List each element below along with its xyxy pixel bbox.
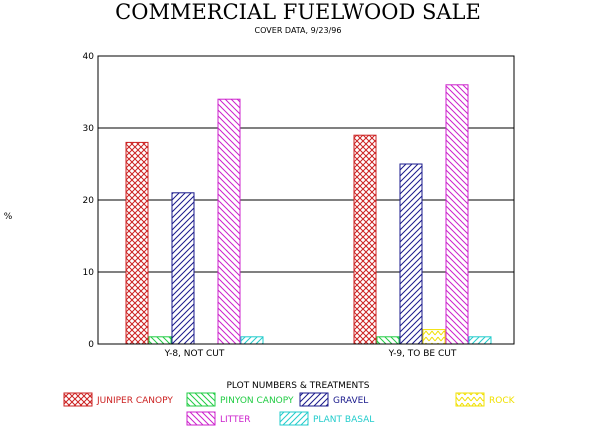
bar-juniper-canopy-2: [353, 134, 377, 345]
legend-swatch: [63, 392, 93, 407]
legend-swatch: [186, 411, 216, 426]
bar-rock-2: [422, 329, 446, 345]
legend-swatch: [455, 392, 485, 407]
legend-title: PLOT NUMBERS & TREATMENTS: [226, 381, 369, 391]
bar-pinyon-canopy-1: [148, 336, 172, 345]
legend-swatch: [299, 392, 329, 407]
legend-label: GRAVEL: [333, 396, 368, 406]
legend-label: ROCK: [489, 396, 516, 406]
legend-label: JUNIPER CANOPY: [96, 396, 173, 406]
bar-pinyon-canopy-2: [376, 336, 400, 345]
y-axis-label: %: [4, 212, 13, 222]
plot-frame: [97, 55, 515, 345]
y-tick-label: 40: [83, 52, 95, 62]
legend-swatch: [279, 411, 309, 426]
y-tick-label: 0: [88, 340, 94, 350]
y-tick-label: 20: [83, 196, 95, 206]
legend-label: PLANT BASAL: [313, 415, 374, 425]
legend-label: LITTER: [220, 415, 250, 425]
legend-label: PINYON CANOPY: [220, 396, 294, 406]
bar-litter-2: [445, 84, 469, 345]
y-tick-label: 30: [83, 124, 95, 134]
bar-litter-1: [217, 98, 241, 345]
category-label: Y-8, NOT CUT: [164, 349, 225, 359]
bar-juniper-canopy-1: [125, 141, 149, 345]
legend-swatch: [186, 392, 216, 407]
bar-plant-basal-1: [240, 336, 264, 345]
category-label: Y-9, TO BE CUT: [388, 349, 457, 359]
bar-plant-basal-2: [468, 336, 492, 345]
chart-subtitle: COVER DATA, 9/23/96: [255, 26, 342, 35]
chart-title: COMMERCIAL FUELWOOD SALE: [115, 0, 481, 24]
bar-gravel-1: [171, 192, 195, 345]
bar-gravel-2: [399, 163, 423, 345]
y-tick-label: 10: [83, 268, 95, 278]
